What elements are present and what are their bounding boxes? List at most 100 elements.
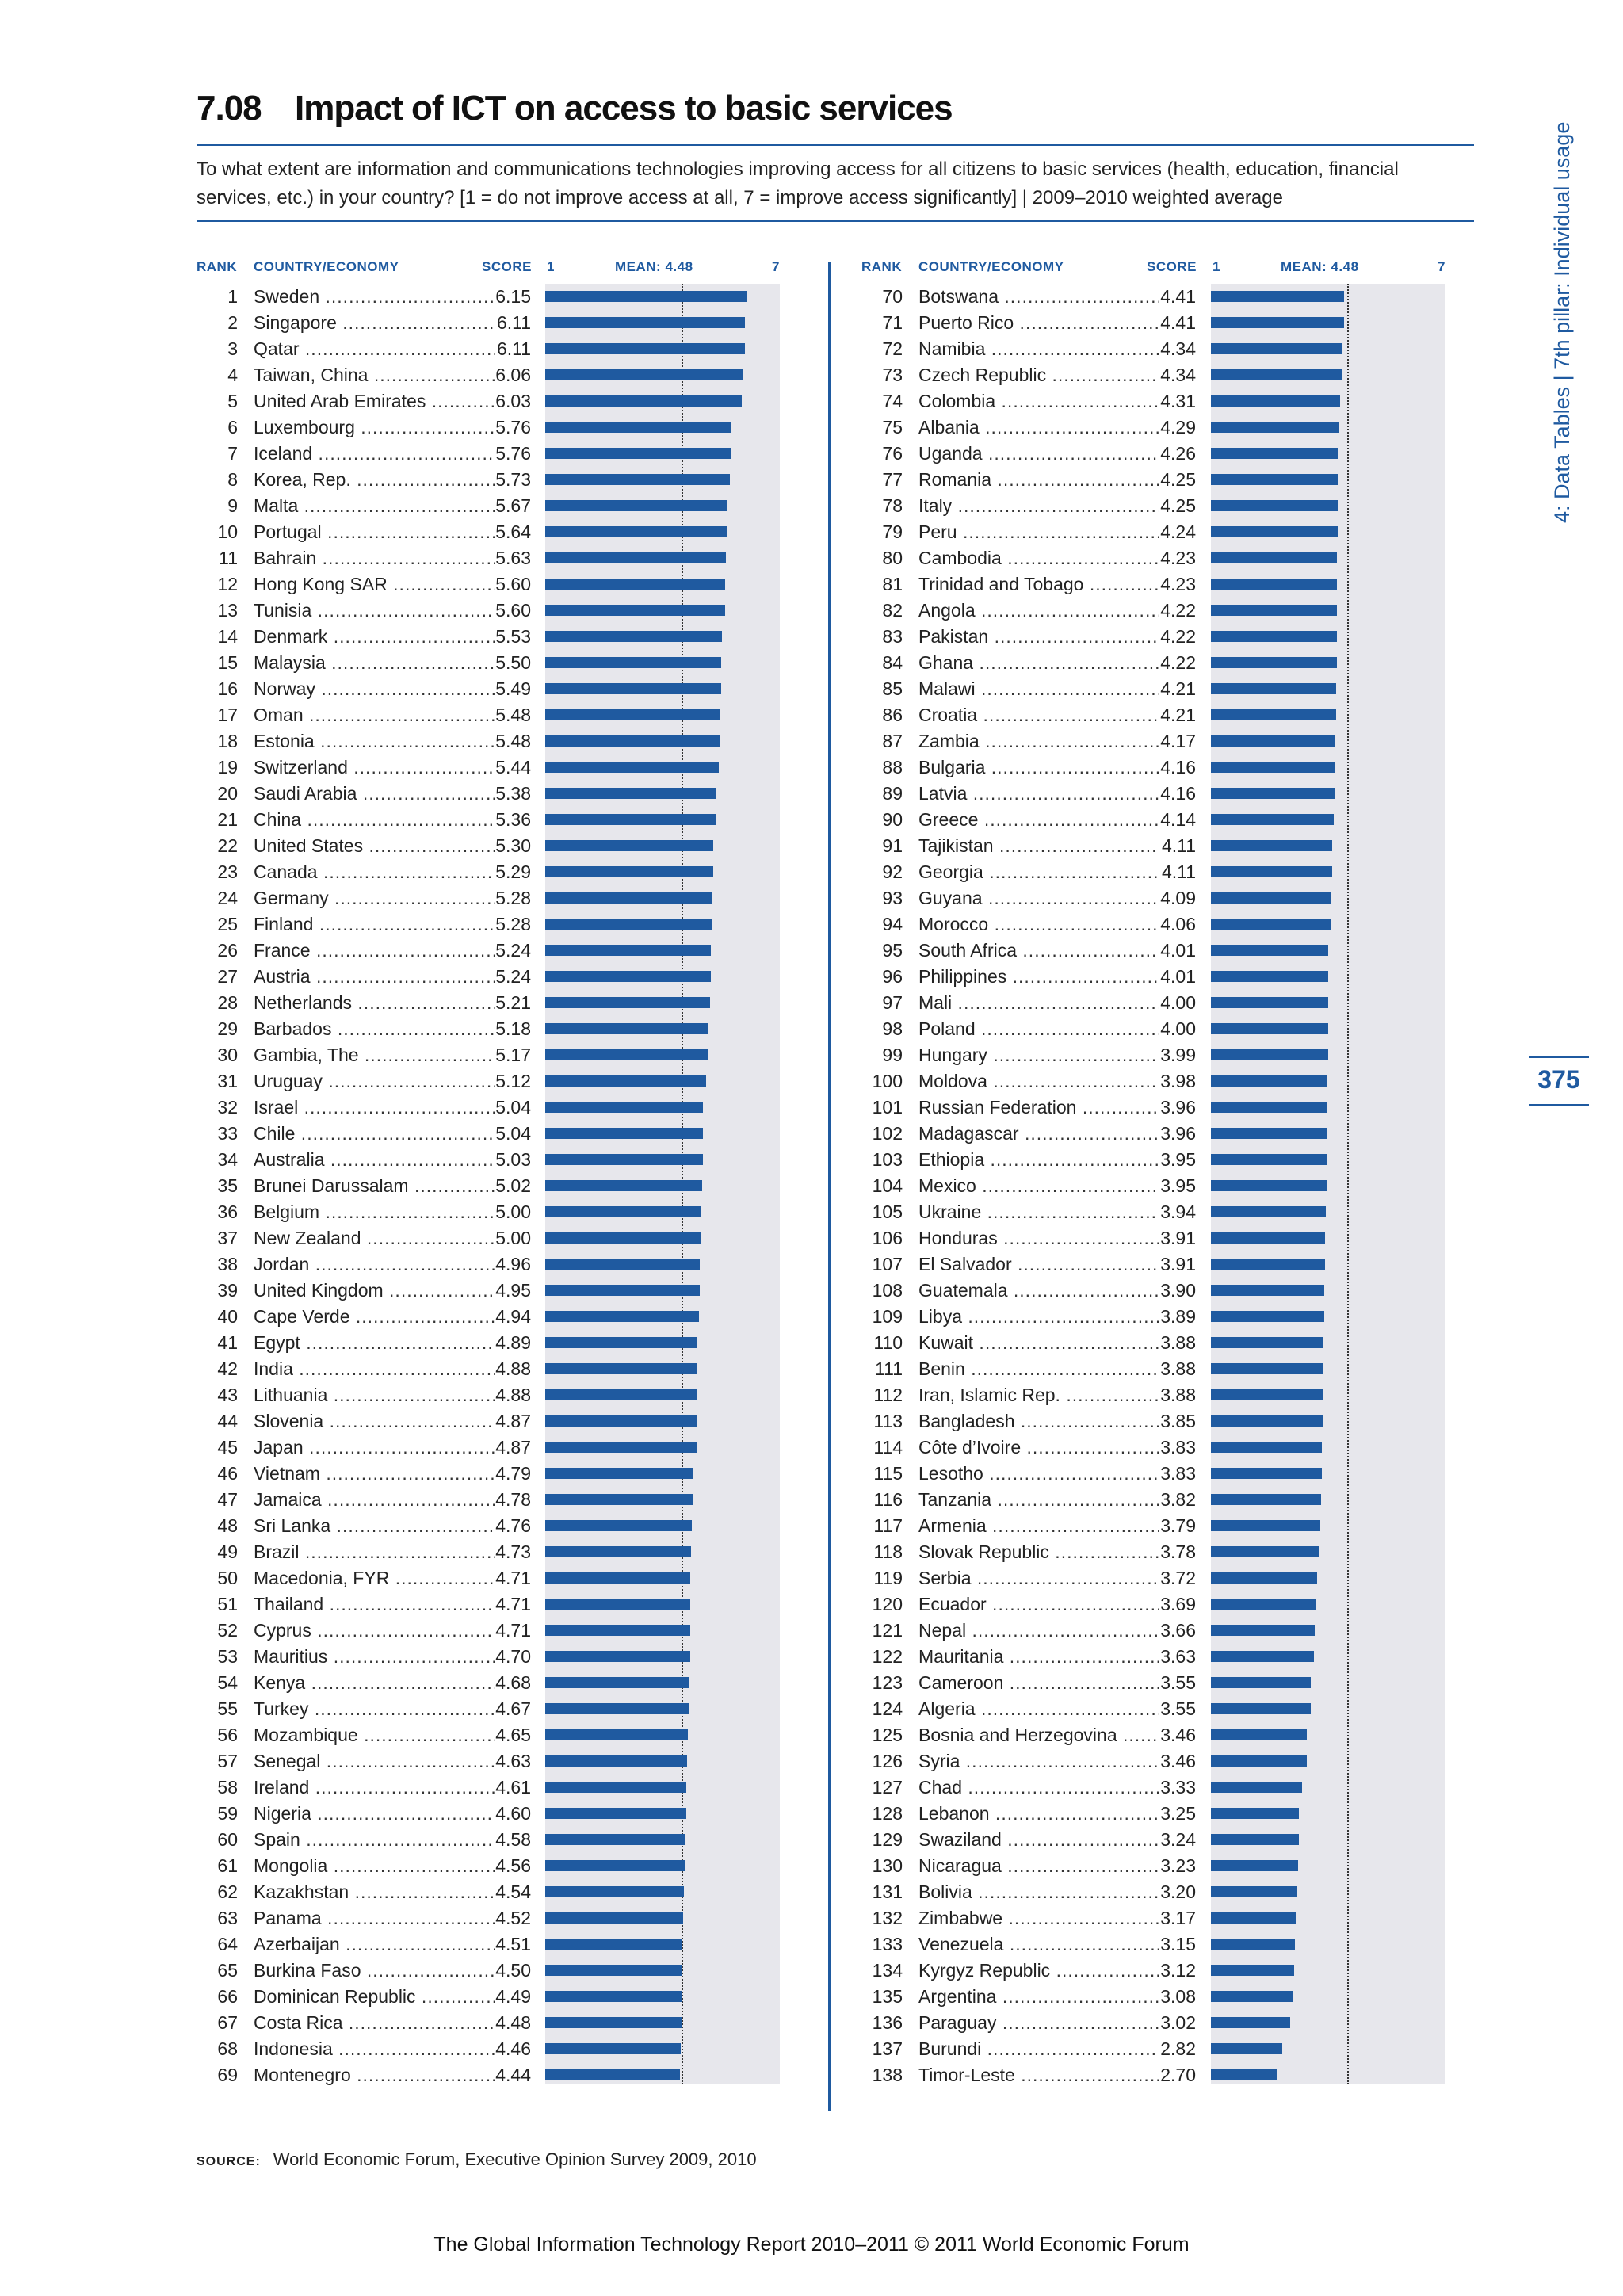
rank-value: 79 bbox=[882, 521, 903, 542]
score-value: 4.22 bbox=[1159, 650, 1196, 676]
country-name: Moldova bbox=[918, 1068, 1159, 1095]
score-bar bbox=[545, 997, 710, 1008]
score-value: 3.89 bbox=[1159, 1304, 1196, 1330]
rank-value: 135 bbox=[872, 1986, 903, 2007]
rank-value: 107 bbox=[872, 1254, 903, 1274]
table-row: 131 Bolivia3.20 bbox=[861, 1879, 1297, 1905]
rank-value: 126 bbox=[872, 1751, 903, 1771]
rank-value: 60 bbox=[217, 1829, 238, 1850]
country-name: Switzerland bbox=[254, 755, 495, 781]
score-value: 5.24 bbox=[495, 938, 531, 964]
country-name: Algeria bbox=[918, 1696, 1159, 1722]
rank-value: 4 bbox=[227, 365, 238, 385]
score-bar bbox=[545, 814, 716, 825]
score-bar bbox=[1211, 1206, 1327, 1217]
rank-value: 106 bbox=[872, 1228, 903, 1248]
table-row: 99 Hungary3.99 bbox=[861, 1042, 1328, 1068]
rank-value: 96 bbox=[882, 966, 903, 987]
score-bar bbox=[545, 1389, 697, 1400]
mean-line bbox=[1346, 284, 1349, 2084]
rank-value: 84 bbox=[882, 652, 903, 673]
column-divider bbox=[828, 262, 831, 2111]
score-bar bbox=[1211, 892, 1332, 904]
rank-value: 55 bbox=[217, 1698, 238, 1719]
country-name: Mauritius bbox=[254, 1644, 495, 1670]
score-value: 4.87 bbox=[495, 1408, 531, 1435]
score-value: 6.03 bbox=[495, 388, 531, 415]
table-row: 78 Italy4.25 bbox=[861, 493, 1338, 519]
score-value: 4.58 bbox=[495, 1827, 531, 1853]
score-value: 4.95 bbox=[495, 1278, 531, 1304]
country-name: Malaysia bbox=[254, 650, 495, 676]
score-bar bbox=[1211, 1049, 1328, 1060]
rank-value: 2 bbox=[227, 312, 238, 333]
question-divider bbox=[197, 220, 1474, 222]
table-row: 118 Slovak Republic3.78 bbox=[861, 1539, 1320, 1565]
score-value: 5.04 bbox=[495, 1121, 531, 1147]
rank-value: 53 bbox=[217, 1646, 238, 1667]
rank-value: 129 bbox=[872, 1829, 903, 1850]
table-row: 123 Cameroon3.55 bbox=[861, 1670, 1311, 1696]
score-value: 4.22 bbox=[1159, 598, 1196, 624]
score-bar bbox=[545, 1259, 701, 1270]
score-value: 4.21 bbox=[1159, 676, 1196, 702]
score-bar bbox=[545, 2043, 681, 2054]
score-value: 3.23 bbox=[1159, 1853, 1196, 1879]
country-name: South Africa bbox=[918, 938, 1159, 964]
rank-value: 33 bbox=[217, 1123, 238, 1144]
rank-value: 127 bbox=[872, 1777, 903, 1797]
rank-value: 47 bbox=[217, 1489, 238, 1510]
rank-value: 41 bbox=[217, 1332, 238, 1353]
score-bar bbox=[545, 840, 714, 851]
table-row: 70 Botswana4.41 bbox=[861, 284, 1345, 310]
score-bar bbox=[1211, 369, 1342, 380]
table-row: 137 Burundi2.82 bbox=[861, 2036, 1282, 2062]
country-name: Colombia bbox=[918, 388, 1159, 415]
table-row: 115 Lesotho3.83 bbox=[861, 1461, 1322, 1487]
score-bar bbox=[545, 762, 720, 773]
score-value: 3.55 bbox=[1159, 1696, 1196, 1722]
rank-value: 28 bbox=[217, 992, 238, 1013]
score-value: 5.21 bbox=[495, 990, 531, 1016]
score-value: 6.06 bbox=[495, 362, 531, 388]
table-row: 95 South Africa4.01 bbox=[861, 938, 1329, 964]
table-row: 135 Argentina3.08 bbox=[861, 1984, 1293, 2010]
table-row: 133 Venezuela3.15 bbox=[861, 1931, 1296, 1958]
country-name: Denmark bbox=[254, 624, 495, 650]
table-row: 128 Lebanon3.25 bbox=[861, 1801, 1299, 1827]
country-name: Israel bbox=[254, 1095, 495, 1121]
score-bar bbox=[545, 1599, 691, 1610]
country-name: Kenya bbox=[254, 1670, 495, 1696]
score-bar bbox=[545, 1651, 690, 1662]
title-divider bbox=[197, 144, 1474, 146]
country-name: Albania bbox=[918, 415, 1159, 441]
score-bar bbox=[1211, 1154, 1327, 1165]
table-row: 108 Guatemala3.90 bbox=[861, 1278, 1325, 1304]
score-bar bbox=[545, 631, 723, 642]
score-bar bbox=[545, 2017, 682, 2028]
score-bar bbox=[545, 1075, 707, 1087]
country-name: United States bbox=[254, 833, 495, 859]
score-value: 4.56 bbox=[495, 1853, 531, 1879]
score-value: 3.90 bbox=[1159, 1278, 1196, 1304]
rank-value: 57 bbox=[217, 1751, 238, 1771]
rank-value: 119 bbox=[873, 1568, 903, 1588]
score-bar bbox=[1211, 2043, 1282, 2054]
score-value: 3.72 bbox=[1159, 1565, 1196, 1591]
country-name: Qatar bbox=[254, 336, 495, 362]
score-header: SCORE bbox=[482, 259, 532, 274]
country-name: Slovak Republic bbox=[918, 1539, 1159, 1565]
score-bar bbox=[545, 788, 717, 799]
score-bar bbox=[1211, 1572, 1318, 1584]
rank-value: 85 bbox=[882, 678, 903, 699]
country-name: Turkey bbox=[254, 1696, 495, 1722]
score-bar bbox=[545, 1729, 689, 1740]
score-bar bbox=[1211, 343, 1342, 354]
score-bar bbox=[545, 1572, 691, 1584]
score-value: 4.25 bbox=[1159, 467, 1196, 493]
score-value: 4.26 bbox=[1159, 441, 1196, 467]
score-bar bbox=[545, 1180, 703, 1191]
rank-value: 50 bbox=[217, 1568, 238, 1588]
rank-value: 34 bbox=[217, 1149, 238, 1170]
rank-value: 63 bbox=[217, 1908, 238, 1928]
